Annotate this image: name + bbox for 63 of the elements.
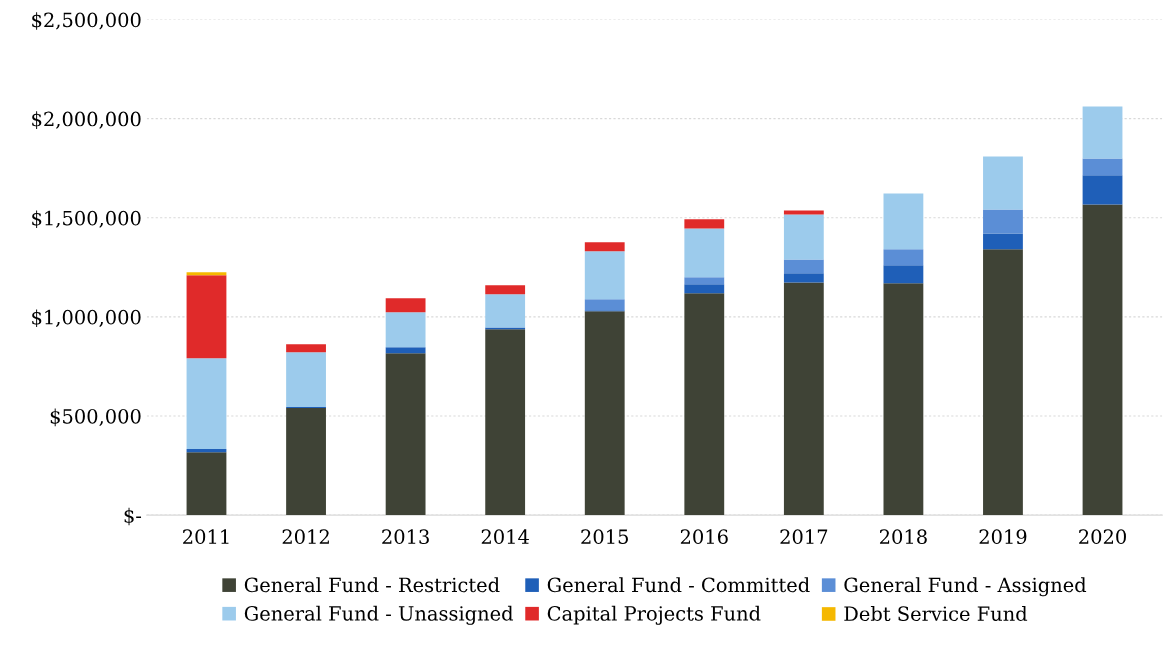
x-tick-label: 2012 bbox=[282, 529, 329, 545]
bar bbox=[385, 298, 426, 313]
bar bbox=[186, 272, 227, 276]
x-tick-label: 2011 bbox=[183, 529, 229, 545]
bar bbox=[385, 312, 426, 348]
bar bbox=[684, 228, 725, 278]
bar bbox=[684, 293, 725, 516]
bar bbox=[286, 352, 326, 408]
bar bbox=[584, 242, 625, 252]
bar bbox=[286, 408, 326, 516]
bar bbox=[385, 347, 426, 354]
bar bbox=[186, 449, 227, 453]
bar bbox=[783, 282, 824, 516]
bar bbox=[385, 353, 426, 516]
bar bbox=[584, 251, 625, 300]
legend-label: General Fund - Committed bbox=[547, 577, 810, 593]
bar bbox=[186, 358, 227, 450]
legend-label: Debt Service Fund bbox=[844, 605, 1028, 622]
bar bbox=[783, 259, 824, 274]
x-tick-label: 2020 bbox=[1079, 529, 1126, 545]
bar bbox=[883, 283, 924, 516]
x-tick-label: 2013 bbox=[382, 529, 429, 545]
bar bbox=[983, 156, 1023, 210]
bar bbox=[485, 294, 526, 328]
bar bbox=[1082, 204, 1123, 516]
bar bbox=[286, 344, 326, 353]
bar bbox=[883, 193, 924, 250]
bar bbox=[684, 284, 725, 294]
bar bbox=[1082, 106, 1123, 159]
x-tick-label: 2014 bbox=[481, 529, 529, 545]
y-tick-label: $1,000,000 bbox=[32, 309, 141, 328]
legend-label: General Fund - Restricted bbox=[244, 577, 500, 593]
x-tick-label: 2016 bbox=[680, 529, 728, 545]
legend-label: Capital Projects Fund bbox=[547, 605, 761, 625]
bar bbox=[983, 249, 1023, 516]
bar bbox=[783, 210, 824, 215]
y-tick-label: $2,500,000 bbox=[32, 12, 141, 30]
bar bbox=[783, 214, 824, 260]
bar bbox=[186, 275, 227, 359]
x-tick-label: 2019 bbox=[979, 529, 1027, 545]
y-tick-label: $500,000 bbox=[50, 408, 141, 427]
bar bbox=[485, 285, 526, 295]
x-tick-label: 2018 bbox=[879, 529, 927, 545]
bar bbox=[684, 219, 725, 229]
bar bbox=[584, 299, 625, 311]
bar bbox=[783, 273, 824, 283]
bar bbox=[485, 329, 526, 516]
bar bbox=[983, 233, 1023, 250]
y-tick-label: $- bbox=[124, 507, 142, 526]
y-tick-label: $1,500,000 bbox=[32, 210, 141, 229]
bar bbox=[883, 265, 924, 284]
bar bbox=[684, 277, 725, 285]
x-tick-label: 2017 bbox=[780, 529, 828, 545]
x-tick-label: 2015 bbox=[581, 529, 628, 545]
bar bbox=[883, 249, 924, 266]
bar bbox=[1082, 158, 1123, 176]
legend-label: General Fund - Unassigned bbox=[244, 605, 514, 625]
legend-label: General Fund - Assigned bbox=[844, 577, 1087, 597]
bar bbox=[584, 311, 625, 516]
bar bbox=[186, 452, 227, 516]
bar bbox=[1082, 175, 1123, 205]
bar bbox=[983, 209, 1023, 234]
y-tick-label: $2,000,000 bbox=[32, 111, 141, 129]
